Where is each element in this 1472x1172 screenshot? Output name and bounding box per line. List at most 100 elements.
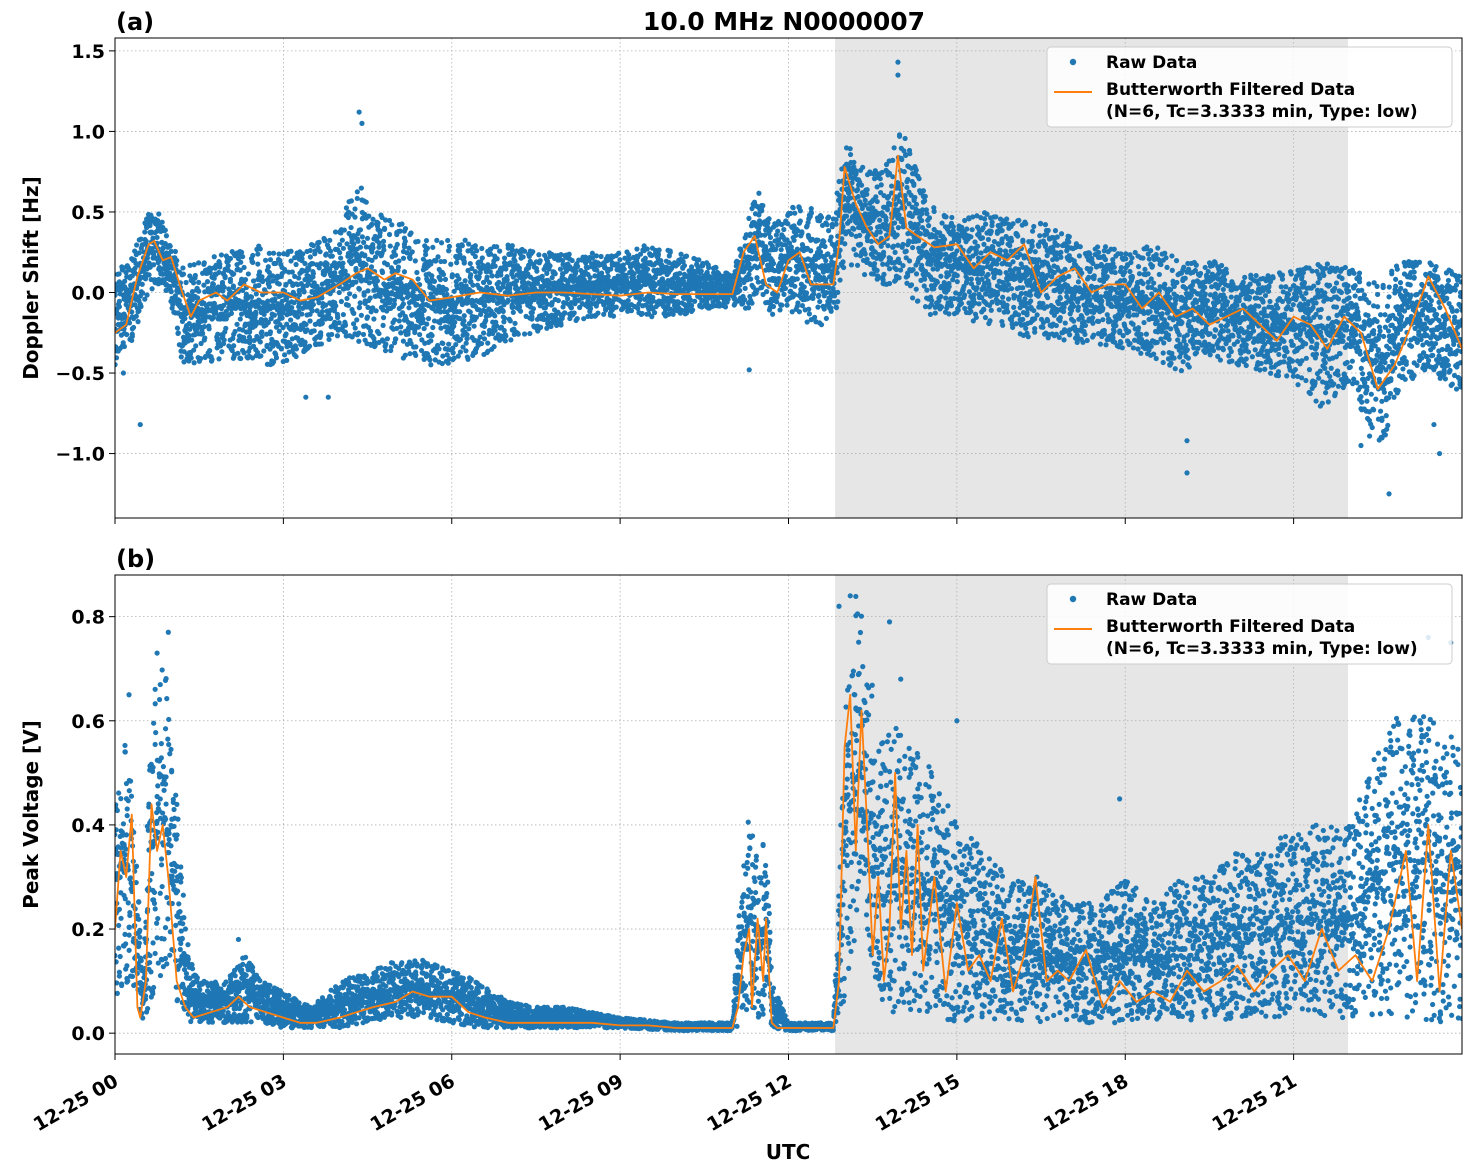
raw-data-point bbox=[801, 284, 807, 290]
raw-data-point bbox=[174, 325, 181, 331]
raw-data-point bbox=[191, 262, 197, 268]
raw-data-point bbox=[211, 301, 217, 307]
raw-data-point bbox=[746, 271, 752, 277]
raw-data-point bbox=[354, 317, 360, 323]
raw-data-point bbox=[874, 198, 880, 205]
raw-data-point bbox=[361, 239, 367, 245]
raw-data-point bbox=[237, 267, 243, 273]
raw-data-point bbox=[587, 306, 594, 312]
raw-data-point bbox=[276, 281, 282, 287]
raw-data-point bbox=[854, 187, 861, 193]
raw-data-point bbox=[770, 303, 777, 310]
raw-data-point bbox=[595, 310, 601, 316]
raw-data-point bbox=[826, 228, 832, 234]
raw-data-point bbox=[932, 310, 938, 316]
raw-data-point bbox=[755, 279, 761, 285]
raw-data-point bbox=[170, 302, 176, 308]
raw-data-point bbox=[473, 314, 479, 320]
raw-data-point bbox=[307, 247, 313, 254]
raw-data-point bbox=[336, 289, 342, 296]
raw-data-point bbox=[176, 298, 182, 304]
raw-data-point bbox=[667, 248, 673, 254]
raw-data-point bbox=[415, 238, 421, 245]
raw-data-point bbox=[174, 257, 180, 264]
raw-data-point bbox=[969, 227, 975, 233]
raw-data-point bbox=[440, 340, 446, 347]
raw-data-point bbox=[116, 271, 122, 277]
raw-data-point bbox=[217, 261, 223, 267]
raw-data-point bbox=[877, 217, 883, 223]
raw-data-point bbox=[794, 276, 800, 282]
raw-data-point bbox=[781, 291, 787, 297]
raw-data-point bbox=[352, 293, 358, 299]
raw-data-point bbox=[910, 266, 916, 273]
raw-data-point bbox=[748, 276, 754, 282]
raw-data-point bbox=[360, 331, 367, 338]
raw-data-point bbox=[376, 330, 382, 337]
raw-data-point bbox=[256, 282, 262, 288]
raw-data-point bbox=[912, 194, 918, 201]
raw-data-point bbox=[178, 354, 184, 360]
raw-data-point bbox=[471, 323, 477, 329]
raw-data-point bbox=[934, 279, 941, 285]
raw-data-point bbox=[571, 310, 577, 316]
raw-data-point bbox=[373, 308, 379, 314]
raw-data-point bbox=[369, 221, 375, 227]
raw-data-point bbox=[260, 278, 266, 285]
raw-data-point bbox=[186, 333, 192, 339]
raw-data-point bbox=[778, 247, 784, 253]
raw-data-point bbox=[468, 272, 474, 278]
raw-data-point bbox=[402, 352, 408, 358]
raw-data-point bbox=[808, 248, 814, 254]
raw-data-point bbox=[505, 297, 511, 303]
raw-data-point bbox=[216, 356, 222, 362]
raw-data-point bbox=[896, 212, 902, 218]
raw-data-point bbox=[140, 290, 146, 296]
raw-data-point bbox=[903, 248, 909, 254]
raw-data-point bbox=[259, 329, 265, 335]
raw-data-point bbox=[642, 255, 648, 261]
raw-data-point bbox=[787, 266, 793, 272]
raw-data-point bbox=[463, 348, 469, 354]
raw-data-point bbox=[194, 295, 201, 301]
raw-data-point bbox=[253, 291, 259, 297]
raw-data-point bbox=[122, 278, 128, 284]
raw-data-point bbox=[913, 201, 920, 207]
raw-data-point bbox=[162, 227, 168, 233]
raw-data-point bbox=[459, 243, 465, 249]
raw-data-point bbox=[394, 241, 400, 248]
raw-data-point bbox=[223, 325, 229, 331]
raw-data-point bbox=[401, 244, 408, 250]
raw-data-point bbox=[677, 270, 683, 276]
raw-data-point bbox=[569, 257, 575, 264]
raw-data-point bbox=[806, 306, 812, 312]
raw-data-point bbox=[319, 320, 325, 326]
raw-data-point bbox=[452, 319, 458, 325]
raw-data-point bbox=[438, 240, 445, 246]
raw-data-point bbox=[429, 332, 435, 339]
raw-data-point bbox=[745, 305, 752, 311]
raw-data-point bbox=[356, 304, 362, 311]
raw-data-point bbox=[537, 258, 543, 264]
raw-data-point bbox=[353, 279, 359, 285]
raw-data-point bbox=[968, 234, 974, 240]
raw-data-point bbox=[655, 252, 661, 258]
raw-data-point bbox=[437, 277, 444, 283]
raw-data-point bbox=[318, 341, 325, 347]
raw-data-point bbox=[201, 282, 207, 288]
raw-data-point bbox=[183, 279, 189, 286]
raw-data-point bbox=[891, 145, 897, 151]
raw-data-point bbox=[962, 292, 968, 298]
raw-data-point bbox=[799, 229, 805, 235]
raw-data-point bbox=[160, 245, 166, 251]
raw-data-point bbox=[631, 271, 637, 277]
raw-data-point bbox=[296, 275, 302, 281]
raw-data-point bbox=[242, 277, 249, 283]
raw-data-point bbox=[202, 353, 209, 360]
raw-data-point bbox=[379, 269, 386, 276]
raw-data-point bbox=[211, 275, 217, 281]
raw-data-point bbox=[144, 255, 151, 261]
raw-data-point bbox=[435, 254, 441, 260]
raw-data-point bbox=[803, 290, 810, 296]
raw-data-point bbox=[138, 303, 144, 310]
